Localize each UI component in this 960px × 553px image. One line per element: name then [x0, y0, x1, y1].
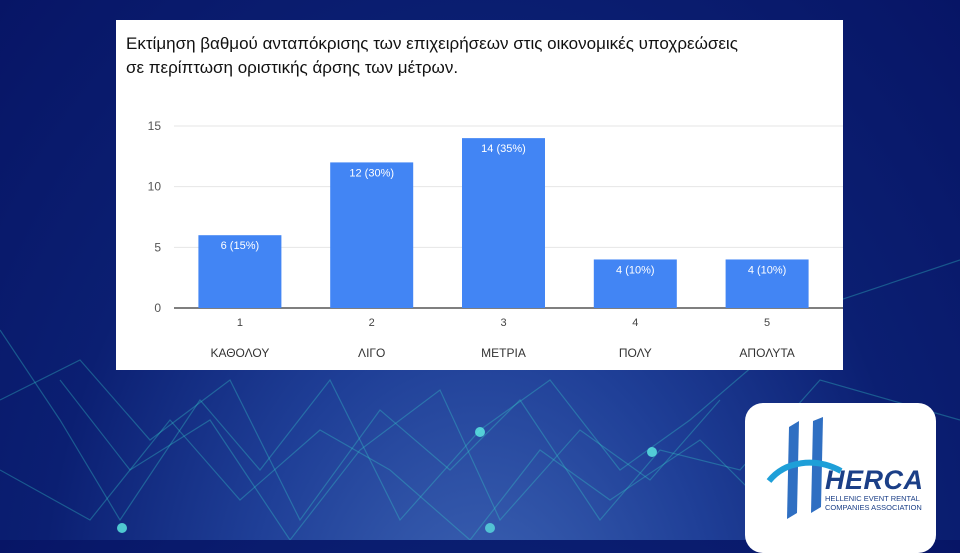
category-label: ΚΑΘΟΛΟΥ: [210, 346, 269, 360]
bar-data-label: 4 (10%): [748, 264, 787, 276]
chart-title-line1: Εκτίμηση βαθμού ανταπόκρισης των επιχειρ…: [126, 34, 738, 53]
bar-data-label: 6 (15%): [221, 240, 260, 252]
herca-subtitle-line1: HELLENIC EVENT RENTAL: [825, 494, 920, 503]
bar: [593, 259, 677, 308]
herca-logo-subtitle: HELLENIC EVENT RENTAL COMPANIES ASSOCIAT…: [825, 494, 925, 512]
category-label: ΠΟΛΥ: [619, 346, 652, 360]
bar-data-label: 12 (30%): [349, 167, 394, 179]
x-tick-label: 5: [764, 317, 770, 329]
x-tick-label: 1: [237, 317, 243, 329]
bar: [198, 235, 282, 308]
herca-subtitle-line2: COMPANIES ASSOCIATION: [825, 503, 922, 512]
herca-logo-text: HERCA: [825, 465, 924, 495]
category-label: ΛΙΓΟ: [358, 346, 385, 360]
herca-logo-card: HERCA HELLENIC EVENT RENTAL COMPANIES AS…: [745, 403, 936, 553]
bar-data-label: 4 (10%): [616, 264, 655, 276]
category-label: ΑΠΟΛΥΤΑ: [739, 346, 794, 360]
bar: [725, 259, 809, 308]
x-tick-label: 2: [369, 317, 375, 329]
chart-panel: Εκτίμηση βαθμού ανταπόκρισης των επιχειρ…: [116, 20, 843, 370]
background-network-graphic: [0, 259, 960, 540]
bar-chart: 0 5 10 15 6 (15%) 1 ΚΑΘΟΛΟΥ 12 (30%) 2 ΛΙΓΟ 14 (35…: [148, 119, 843, 360]
chart-title-line2: σε περίπτωση οριστικής άρσης των μέτρων.: [126, 58, 459, 77]
herca-h-icon: [766, 417, 843, 519]
y-tick-label: 5: [154, 240, 161, 254]
bar: [462, 138, 545, 308]
y-tick-label: 10: [148, 180, 162, 194]
chart-title: Εκτίμηση βαθμού ανταπόκρισης των επιχειρ…: [126, 32, 826, 80]
bar: [330, 162, 414, 308]
y-tick-label: 15: [148, 119, 162, 133]
x-tick-label: 4: [632, 317, 638, 329]
category-label: ΜΕΤΡΙΑ: [481, 346, 526, 360]
x-tick-label: 3: [500, 317, 506, 329]
bar-data-label: 14 (35%): [481, 143, 526, 155]
y-tick-label: 0: [154, 301, 161, 315]
